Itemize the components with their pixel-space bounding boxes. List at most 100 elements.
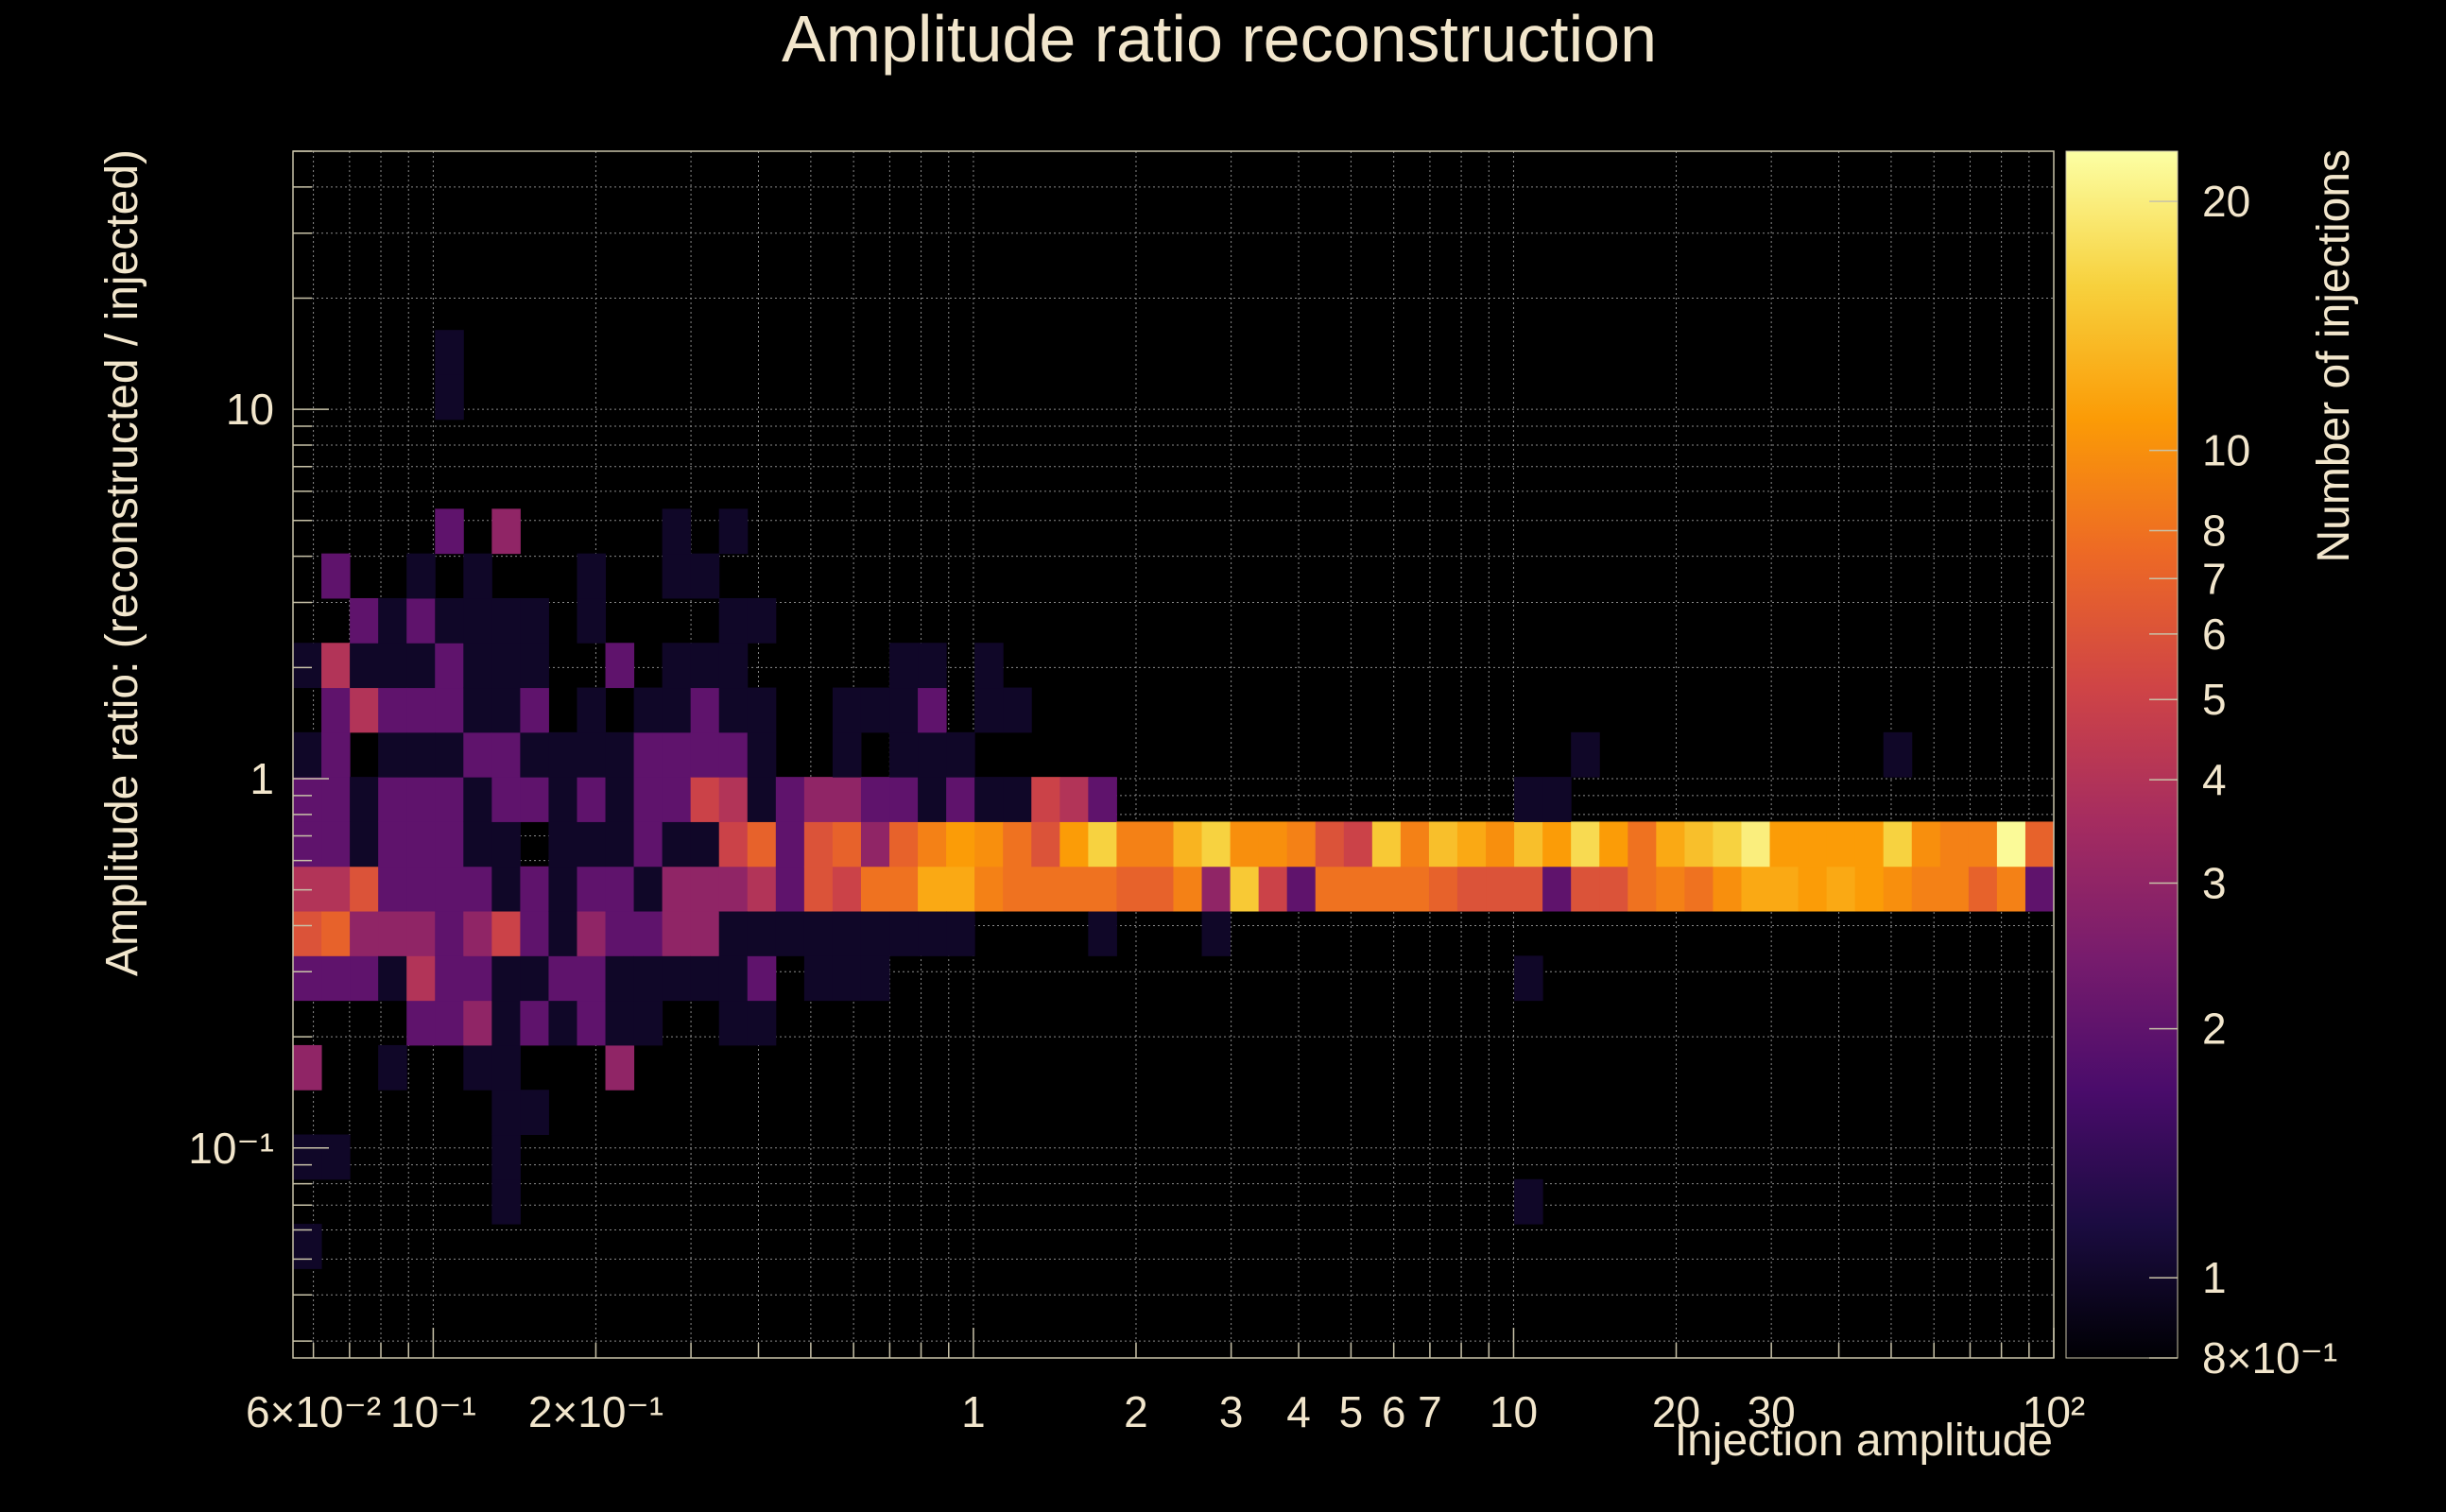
colorbar-tick-label: 3 — [2202, 858, 2227, 907]
heatmap-cell — [605, 643, 635, 689]
heatmap-cell — [803, 955, 834, 1002]
heatmap-cell — [633, 777, 663, 822]
heatmap-cell — [718, 955, 749, 1002]
heatmap-cell — [946, 777, 975, 822]
heatmap-cell — [577, 911, 607, 956]
heatmap-cell — [690, 553, 720, 599]
heatmap-cell — [662, 777, 692, 822]
heatmap-cell — [718, 508, 749, 555]
heatmap-cell — [577, 955, 607, 1002]
heatmap-cell — [1854, 821, 1885, 868]
heatmap-cell — [293, 1134, 322, 1180]
heatmap-cell — [889, 821, 919, 868]
heatmap-cell — [435, 731, 464, 778]
heatmap-cell — [491, 687, 521, 733]
heatmap-cell — [378, 643, 407, 689]
heatmap-cell — [1514, 1178, 1543, 1225]
heatmap-cell — [1939, 821, 1970, 868]
heatmap-cell — [1996, 821, 2026, 868]
heatmap-cell — [974, 687, 1004, 733]
heatmap-cell — [1230, 821, 1260, 868]
heatmap-cell — [1599, 821, 1628, 868]
colorbar-tick-label: 10 — [2202, 426, 2250, 475]
y-axis-label: Amplitude ratio: (reconstructed / inject… — [97, 149, 147, 976]
heatmap-cell — [577, 731, 607, 778]
heatmap-cell — [378, 731, 407, 778]
colorbar-tick-label: 7 — [2202, 554, 2227, 603]
heatmap-cell — [918, 643, 947, 689]
heatmap-cell — [1428, 866, 1458, 912]
x-tick-label: 10⁻¹ — [390, 1387, 476, 1436]
heatmap-cell — [1003, 866, 1032, 912]
heatmap-cell — [406, 866, 436, 912]
heatmap-cell — [548, 731, 577, 778]
plot-frame — [292, 150, 2055, 1359]
x-tick-label: 30 — [1748, 1387, 1796, 1436]
heatmap-cell — [775, 911, 805, 956]
heatmap-cell — [1628, 821, 1657, 868]
x-tick-label: 10² — [2023, 1387, 2085, 1436]
heatmap-cell — [662, 643, 692, 689]
heatmap-cell — [832, 731, 862, 778]
heatmap-cell — [548, 1000, 577, 1046]
heatmap-cell — [378, 597, 407, 644]
x-tick-label: 1 — [961, 1387, 986, 1436]
heatmap-cell — [633, 687, 663, 733]
heatmap-cell — [406, 955, 436, 1002]
heatmap-cell — [406, 1000, 436, 1046]
heatmap-cell — [491, 1178, 521, 1225]
heatmap-cell — [1456, 821, 1487, 868]
heatmap-cell — [463, 1044, 492, 1091]
heatmap-cell — [690, 777, 720, 822]
heatmap-cell — [690, 955, 720, 1002]
heatmap-cell — [577, 687, 607, 733]
colorbar-tick-label: 5 — [2202, 675, 2227, 724]
heatmap-cell — [491, 1044, 521, 1091]
heatmap-cell — [860, 866, 890, 912]
heatmap-cell — [293, 1044, 322, 1091]
heatmap-cell — [463, 731, 492, 778]
heatmap-cell — [1514, 821, 1543, 868]
heatmap-cell — [520, 597, 549, 644]
x-tick-label: 2×10⁻¹ — [528, 1387, 663, 1436]
heatmap-cell — [1059, 777, 1089, 822]
heatmap-cell — [321, 731, 351, 778]
heatmap-cell — [406, 553, 436, 599]
x-tick-label: 20 — [1652, 1387, 1700, 1436]
heatmap-cell — [889, 687, 919, 733]
heatmap-cell — [435, 374, 464, 421]
heatmap-cell — [463, 821, 492, 868]
heatmap-cell — [889, 777, 919, 822]
heatmap-cell — [293, 777, 322, 822]
heatmap-cell — [832, 955, 862, 1002]
x-tick-label: 3 — [1219, 1387, 1244, 1436]
heatmap-cell — [350, 821, 379, 868]
heatmap-cell — [520, 1090, 549, 1136]
heatmap-cell — [1230, 866, 1260, 912]
heatmap-cell — [1968, 821, 1998, 868]
heatmap-cell — [974, 777, 1004, 822]
heatmap-cell — [1201, 866, 1232, 912]
colorbar-tick-label: 20 — [2202, 177, 2250, 226]
heatmap-cell — [577, 821, 607, 868]
heatmap-cell — [1486, 821, 1515, 868]
heatmap-cell — [293, 911, 322, 956]
heatmap-cell — [605, 777, 635, 822]
heatmap-cell — [690, 643, 720, 689]
heatmap-cell — [491, 821, 521, 868]
x-tick-label: 7 — [1418, 1387, 1442, 1436]
heatmap-cell — [520, 643, 549, 689]
heatmap-cell — [662, 553, 692, 599]
heatmap-cell — [350, 597, 379, 644]
heatmap-cell — [1003, 821, 1032, 868]
heatmap-cell — [1684, 821, 1714, 868]
heatmap-cell — [435, 508, 464, 555]
heatmap-cell — [1798, 821, 1828, 868]
heatmap-cell — [1031, 777, 1060, 822]
heatmap-cell — [918, 731, 947, 778]
heatmap-cell — [974, 866, 1004, 912]
heatmap-cell — [577, 1000, 607, 1046]
heatmap-cell — [1031, 866, 1060, 912]
heatmap-cell — [1542, 821, 1572, 868]
